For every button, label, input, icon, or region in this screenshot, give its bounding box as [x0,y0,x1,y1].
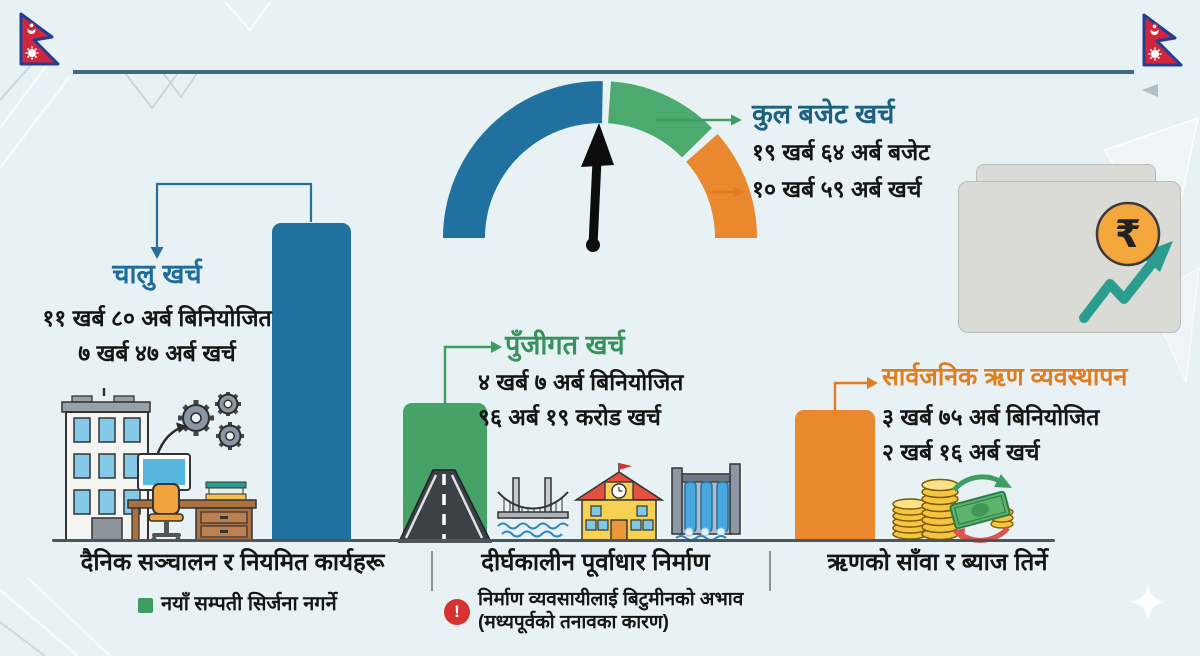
bridge-icon [497,477,569,538]
computer-desk-icon [127,453,257,541]
debt-spent: २ खर्ब १६ अर्ब खर्च [882,439,1040,465]
capital-title: पुँजीगत खर्च [505,330,625,360]
current-caption: दैनिक सञ्चालन र नियमित कार्यहरू [80,549,385,576]
infrastructure-icons [497,463,741,541]
sparkle-icon [1130,584,1166,620]
debt-title: सार्वजनिक ऋण व्यवस्थापन [882,363,1128,391]
capital-spent: ९६ अर्ब १९ करोड खर्च [478,404,661,430]
current-title: चालु खर्च [112,259,202,289]
gauge-spent-line: १० खर्ब ५९ अर्ब खर्च [752,176,922,202]
gauge-pointer-arrow-orange [708,186,744,198]
debt-caption: ऋणको साँवा र ब्याज तिर्ने [827,549,1048,576]
connector-capital [443,341,502,403]
gauge-title: कुल बजेट खर्च [752,99,895,129]
current-allocated: ११ खर्ब ८० अर्ब बिनियोजित [42,305,272,331]
axis-baseline [52,539,1055,542]
section-divider-left [431,551,433,591]
money-icons [892,474,1014,543]
road-icon [397,469,493,543]
nepal-flag-right-icon [1142,13,1183,67]
bar-debt-management [795,410,875,541]
gauge-arc-current [443,81,603,239]
school-icon [573,463,665,541]
legend-swatch-green [138,598,153,613]
section-divider-right [769,551,771,591]
gauge-budget-line: १९ खर्ब ६४ अर्ब बजेट [752,139,930,165]
warning-mark: ! [454,602,460,621]
current-spent: ७ खर्ब ४७ अर्ब खर्च [78,340,236,366]
capital-warning-line2: (मध्यपूर्वको तनावका कारण) [478,612,670,633]
office-chair-icon [148,483,184,542]
gauge-pointer-arrow-green [655,114,742,126]
budget-gauge [443,81,757,252]
coins-icon [892,478,959,541]
nepal-flag-left-icon [19,12,60,66]
connector-current [150,182,313,259]
rupee-growth-icon: ₹ [1079,201,1173,323]
current-note: नयाँ सम्पती सिर्जना नगर्ने [161,593,337,615]
money-exchange-icon [949,474,1014,543]
capital-allocated: ४ खर्ब ७ अर्ब बिनियोजित [478,369,684,395]
building-icon [61,388,151,541]
bar-current-expenditure [272,223,351,541]
growth-arrow-icon [1079,241,1173,323]
rupee-coin-icon: ₹ [1095,201,1161,267]
gears-icon [178,392,244,450]
debt-allocated: ३ खर्ब ७५ अर्ब बिनियोजित [882,404,1100,430]
gauge-arc-debt [685,133,757,239]
gauge-arc-capital [607,81,712,158]
dam-icon [671,463,741,541]
header-rule [73,70,1134,74]
gauge-needle-icon [581,123,614,252]
capital-caption: दीर्घकालीन पूर्वाधार निर्माण [481,549,710,576]
capital-warning-line1: निर्माण व्यवसायीलाई बिटुमीनको अभाव [478,589,744,610]
connector-debt [833,377,878,410]
svg-text:₹: ₹ [1115,214,1141,256]
warning-icon: ! [444,599,470,625]
office-illustration-icon [61,388,257,542]
